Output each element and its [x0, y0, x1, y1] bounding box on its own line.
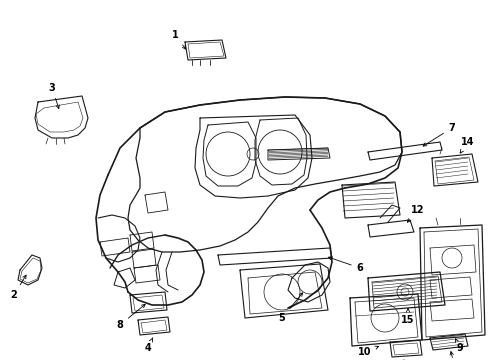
Text: 8: 8: [116, 304, 145, 330]
Text: 7: 7: [422, 123, 454, 146]
Text: 13: 13: [447, 352, 461, 360]
Text: 14: 14: [459, 137, 474, 153]
Text: 6: 6: [328, 257, 363, 273]
Text: 5: 5: [278, 293, 302, 323]
Text: 12: 12: [407, 205, 424, 222]
Text: 10: 10: [358, 346, 378, 357]
Text: 9: 9: [454, 339, 463, 353]
Text: 4: 4: [144, 338, 152, 353]
Text: 15: 15: [401, 309, 414, 325]
Text: 3: 3: [48, 83, 59, 108]
Text: 2: 2: [11, 275, 26, 300]
Text: 1: 1: [171, 30, 185, 49]
